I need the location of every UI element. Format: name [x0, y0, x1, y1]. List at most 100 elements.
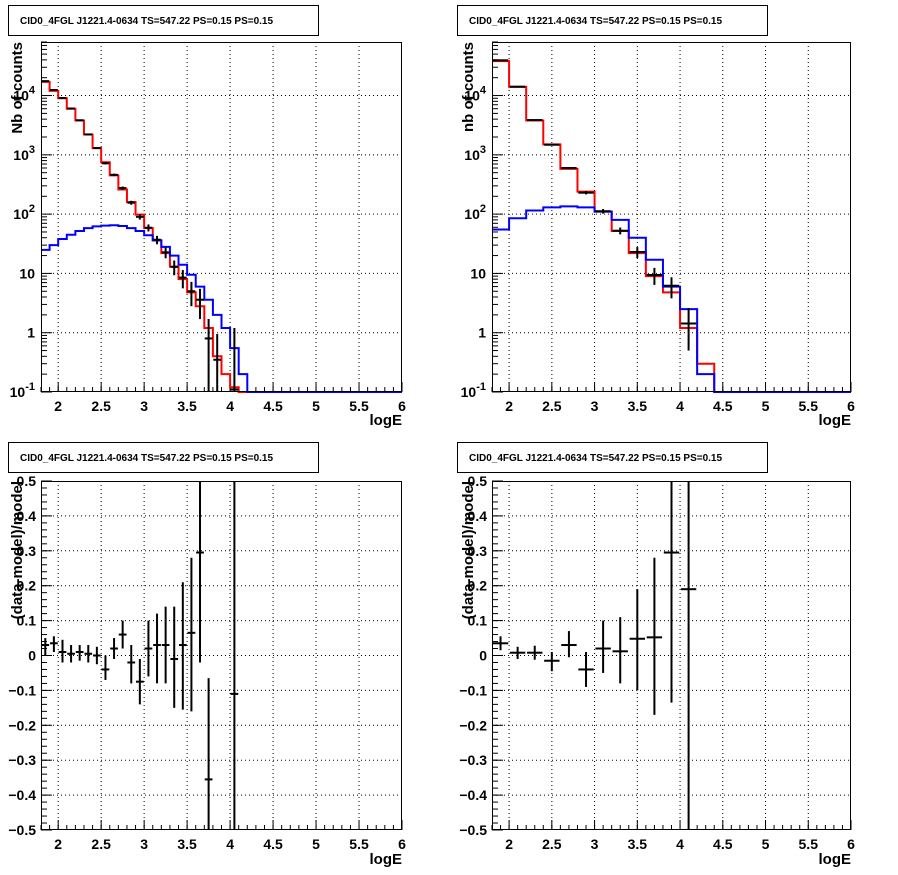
data-point: [527, 645, 543, 660]
data-point: [527, 119, 543, 122]
x-tick-label: 4: [676, 398, 684, 414]
y-tick-label: 102: [464, 203, 486, 222]
x-tick-label: 5: [762, 398, 770, 414]
grid-lines: [41, 481, 402, 830]
title-box: [457, 5, 768, 36]
grid-lines: [41, 42, 402, 392]
data-point: [118, 620, 127, 649]
data-point: [67, 645, 75, 663]
x-tick-label: 3.5: [628, 398, 648, 414]
x-tick-label: 6: [847, 398, 855, 414]
data-points: [492, 481, 697, 830]
data-point: [75, 645, 84, 661]
y-tick-label: 10: [470, 265, 486, 281]
x-tick-label: 4.5: [713, 836, 733, 852]
data-point: [41, 80, 50, 83]
data-point: [680, 308, 697, 351]
data-point: [50, 89, 58, 92]
y-tick-label: 104: [464, 85, 487, 104]
data-point: [153, 235, 161, 245]
data-point: [67, 107, 75, 110]
y-tick-label: −0.1: [459, 682, 487, 698]
data-point: [646, 267, 663, 285]
x-axis-label: logE: [370, 412, 403, 429]
data-point: [595, 209, 611, 214]
plot-area: [41, 42, 402, 392]
x-tick-label: 6: [398, 836, 406, 852]
data-point: [135, 658, 144, 705]
x-tick-label: 5.5: [349, 398, 369, 414]
data-point: [127, 645, 136, 684]
chart-panel-4: CID0_4FGL J1221.4-0634 TS=547.22 PS=0.15…: [457, 442, 855, 868]
data-point: [544, 652, 560, 672]
x-tick-label: 4: [226, 398, 234, 414]
plot-frame: [492, 481, 851, 830]
x-tick-label: 5: [762, 836, 770, 852]
x-tick-label: 4.5: [263, 398, 283, 414]
x-tick-label: 2: [54, 836, 62, 852]
y-tick-label: 102: [13, 203, 35, 222]
y-axis-label: Nb of counts: [9, 42, 26, 134]
y-tick-label: −0.2: [459, 717, 487, 733]
data-point: [187, 557, 196, 712]
chart-panel-3: CID0_4FGL J1221.4-0634 TS=547.22 PS=0.15…: [8, 442, 406, 868]
data-point: [75, 119, 84, 122]
x-tick-label: 4: [226, 836, 234, 852]
x-axis-label: logE: [370, 851, 403, 868]
data-point: [170, 606, 179, 708]
y-tick-label: 0.1: [17, 613, 37, 629]
y-tick-label: 1: [478, 325, 486, 341]
x-tick-label: 5.5: [349, 836, 369, 852]
x-tick-label: 3.5: [177, 398, 197, 414]
y-tick-label: −0.5: [459, 822, 487, 838]
y-tick-label: 103: [464, 144, 486, 163]
data-point: [646, 557, 663, 715]
x-tick-label: 4.5: [263, 836, 283, 852]
data-point: [230, 481, 239, 830]
y-tick-label: 0.3: [17, 543, 37, 559]
data-point: [144, 620, 153, 677]
data-point: [629, 247, 646, 258]
y-tick-label: 0: [479, 648, 487, 664]
x-tick-label: 3.5: [177, 836, 197, 852]
plot-frame: [41, 42, 402, 392]
y-tick-label: −0.1: [8, 682, 36, 698]
data-point: [110, 173, 118, 177]
x-axis-label: logE: [819, 851, 852, 868]
data-point: [58, 96, 67, 99]
x-tick-label: 3: [591, 836, 599, 852]
chart-title: CID0_4FGL J1221.4-0634 TS=547.22 PS=0.15…: [20, 453, 273, 464]
data-point: [153, 613, 161, 684]
data-point: [58, 639, 67, 663]
data-point: [118, 186, 127, 190]
y-axis-label: (data-model)/model: [460, 481, 477, 619]
x-tick-label: 2.5: [91, 836, 111, 852]
plot-area: [492, 42, 851, 392]
y-tick-label: 103: [13, 144, 35, 163]
data-point: [135, 214, 144, 220]
y-tick-label: 10-1: [10, 381, 35, 400]
y-tick-label: −0.5: [8, 822, 36, 838]
x-axis-label: logE: [819, 412, 852, 429]
data-point: [204, 678, 213, 830]
title-box: [457, 442, 768, 473]
y-tick-label: −0.4: [8, 787, 36, 803]
data-point: [101, 162, 110, 165]
y-tick-label: 0.5: [468, 473, 488, 489]
data-point: [127, 200, 136, 205]
data-point: [144, 224, 153, 232]
x-tick-label: 5: [312, 836, 320, 852]
y-tick-label: −0.3: [8, 752, 36, 768]
data-point: [84, 133, 93, 136]
data-point: [178, 582, 187, 710]
data-point: [187, 281, 196, 307]
data-point: [612, 617, 628, 684]
y-tick-label: 0.2: [468, 578, 488, 594]
data-point: [93, 646, 101, 665]
x-tick-label: 3.5: [628, 836, 648, 852]
x-tick-label: 3: [140, 836, 148, 852]
x-tick-label: 2.5: [542, 836, 562, 852]
data-point: [680, 481, 697, 830]
plot-frame: [492, 42, 851, 392]
